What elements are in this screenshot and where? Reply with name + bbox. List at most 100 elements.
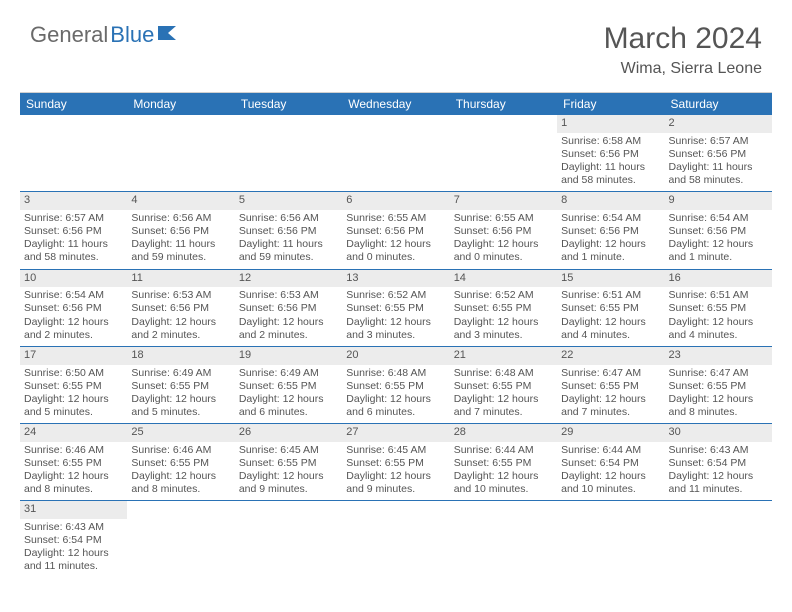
cell-body: Sunrise: 6:48 AMSunset: 6:55 PMDaylight:…	[450, 365, 557, 424]
sunrise-text: Sunrise: 6:48 AM	[346, 367, 445, 380]
title-block: March 2024 Wima, Sierra Leone	[604, 22, 762, 78]
week-row: 1Sunrise: 6:58 AMSunset: 6:56 PMDaylight…	[20, 115, 772, 192]
calendar-cell: 15Sunrise: 6:51 AMSunset: 6:55 PMDayligh…	[557, 270, 664, 346]
calendar-cell	[450, 115, 557, 191]
sunset-text: Sunset: 6:56 PM	[239, 225, 338, 238]
day-header: Thursday	[450, 93, 557, 115]
day-number: 18	[127, 347, 234, 365]
day-number: 21	[450, 347, 557, 365]
page-subtitle: Wima, Sierra Leone	[604, 60, 762, 78]
daylight-text: Daylight: 12 hours and 10 minutes.	[561, 470, 660, 496]
cell-body: Sunrise: 6:45 AMSunset: 6:55 PMDaylight:…	[235, 442, 342, 501]
cell-body: Sunrise: 6:55 AMSunset: 6:56 PMDaylight:…	[342, 210, 449, 269]
sunset-text: Sunset: 6:56 PM	[24, 302, 123, 315]
day-number: 27	[342, 424, 449, 442]
day-number: 2	[665, 115, 772, 133]
sunset-text: Sunset: 6:55 PM	[239, 380, 338, 393]
week-row: 24Sunrise: 6:46 AMSunset: 6:55 PMDayligh…	[20, 424, 772, 501]
calendar-cell: 31Sunrise: 6:43 AMSunset: 6:54 PMDayligh…	[20, 501, 127, 577]
calendar-cell: 8Sunrise: 6:54 AMSunset: 6:56 PMDaylight…	[557, 192, 664, 268]
page-title: March 2024	[604, 22, 762, 56]
cell-body: Sunrise: 6:57 AMSunset: 6:56 PMDaylight:…	[665, 133, 772, 192]
sunrise-text: Sunrise: 6:51 AM	[669, 289, 768, 302]
day-number: 20	[342, 347, 449, 365]
cell-body: Sunrise: 6:48 AMSunset: 6:55 PMDaylight:…	[342, 365, 449, 424]
page-header: General Blue March 2024 Wima, Sierra Leo…	[0, 0, 792, 86]
day-number: 5	[235, 192, 342, 210]
cell-body: Sunrise: 6:49 AMSunset: 6:55 PMDaylight:…	[127, 365, 234, 424]
calendar-cell: 3Sunrise: 6:57 AMSunset: 6:56 PMDaylight…	[20, 192, 127, 268]
sunrise-text: Sunrise: 6:45 AM	[346, 444, 445, 457]
cell-body: Sunrise: 6:52 AMSunset: 6:55 PMDaylight:…	[450, 287, 557, 346]
day-number: 15	[557, 270, 664, 288]
day-number: 4	[127, 192, 234, 210]
calendar-cell	[127, 501, 234, 577]
day-header: Monday	[127, 93, 234, 115]
sunset-text: Sunset: 6:55 PM	[561, 380, 660, 393]
cell-body: Sunrise: 6:43 AMSunset: 6:54 PMDaylight:…	[665, 442, 772, 501]
sunrise-text: Sunrise: 6:57 AM	[24, 212, 123, 225]
week-row: 31Sunrise: 6:43 AMSunset: 6:54 PMDayligh…	[20, 501, 772, 577]
sunset-text: Sunset: 6:55 PM	[24, 380, 123, 393]
daylight-text: Daylight: 11 hours and 58 minutes.	[561, 161, 660, 187]
cell-body: Sunrise: 6:53 AMSunset: 6:56 PMDaylight:…	[127, 287, 234, 346]
sunrise-text: Sunrise: 6:45 AM	[239, 444, 338, 457]
sunset-text: Sunset: 6:55 PM	[239, 457, 338, 470]
sunset-text: Sunset: 6:56 PM	[454, 225, 553, 238]
calendar-cell: 4Sunrise: 6:56 AMSunset: 6:56 PMDaylight…	[127, 192, 234, 268]
day-number: 10	[20, 270, 127, 288]
sunset-text: Sunset: 6:56 PM	[131, 302, 230, 315]
daylight-text: Daylight: 12 hours and 6 minutes.	[346, 393, 445, 419]
cell-body: Sunrise: 6:57 AMSunset: 6:56 PMDaylight:…	[20, 210, 127, 269]
sunset-text: Sunset: 6:55 PM	[454, 380, 553, 393]
sunrise-text: Sunrise: 6:44 AM	[454, 444, 553, 457]
cell-body: Sunrise: 6:50 AMSunset: 6:55 PMDaylight:…	[20, 365, 127, 424]
sunset-text: Sunset: 6:56 PM	[669, 148, 768, 161]
day-number: 17	[20, 347, 127, 365]
calendar-cell: 23Sunrise: 6:47 AMSunset: 6:55 PMDayligh…	[665, 347, 772, 423]
sunset-text: Sunset: 6:55 PM	[346, 380, 445, 393]
day-number: 24	[20, 424, 127, 442]
calendar-cell: 24Sunrise: 6:46 AMSunset: 6:55 PMDayligh…	[20, 424, 127, 500]
sunset-text: Sunset: 6:55 PM	[131, 457, 230, 470]
day-number: 7	[450, 192, 557, 210]
day-number: 3	[20, 192, 127, 210]
daylight-text: Daylight: 12 hours and 9 minutes.	[346, 470, 445, 496]
daylight-text: Daylight: 11 hours and 59 minutes.	[239, 238, 338, 264]
cell-body: Sunrise: 6:56 AMSunset: 6:56 PMDaylight:…	[235, 210, 342, 269]
calendar-cell: 2Sunrise: 6:57 AMSunset: 6:56 PMDaylight…	[665, 115, 772, 191]
day-number: 23	[665, 347, 772, 365]
cell-body: Sunrise: 6:54 AMSunset: 6:56 PMDaylight:…	[665, 210, 772, 269]
calendar-cell	[557, 501, 664, 577]
day-number: 8	[557, 192, 664, 210]
sunrise-text: Sunrise: 6:54 AM	[561, 212, 660, 225]
sunrise-text: Sunrise: 6:50 AM	[24, 367, 123, 380]
daylight-text: Daylight: 11 hours and 58 minutes.	[669, 161, 768, 187]
day-number: 16	[665, 270, 772, 288]
sunrise-text: Sunrise: 6:43 AM	[24, 521, 123, 534]
brand-part1: General	[30, 22, 108, 48]
day-number: 6	[342, 192, 449, 210]
brand-logo: General Blue	[30, 22, 178, 48]
sunrise-text: Sunrise: 6:47 AM	[561, 367, 660, 380]
daylight-text: Daylight: 12 hours and 0 minutes.	[454, 238, 553, 264]
sunrise-text: Sunrise: 6:52 AM	[346, 289, 445, 302]
sunset-text: Sunset: 6:55 PM	[131, 380, 230, 393]
flag-icon	[158, 24, 178, 40]
day-number: 9	[665, 192, 772, 210]
calendar-cell: 29Sunrise: 6:44 AMSunset: 6:54 PMDayligh…	[557, 424, 664, 500]
sunrise-text: Sunrise: 6:58 AM	[561, 135, 660, 148]
day-header: Tuesday	[235, 93, 342, 115]
day-number: 19	[235, 347, 342, 365]
cell-body: Sunrise: 6:52 AMSunset: 6:55 PMDaylight:…	[342, 287, 449, 346]
daylight-text: Daylight: 12 hours and 2 minutes.	[239, 316, 338, 342]
daylight-text: Daylight: 12 hours and 1 minute.	[669, 238, 768, 264]
sunset-text: Sunset: 6:55 PM	[561, 302, 660, 315]
sunrise-text: Sunrise: 6:44 AM	[561, 444, 660, 457]
sunset-text: Sunset: 6:54 PM	[561, 457, 660, 470]
sunset-text: Sunset: 6:55 PM	[346, 457, 445, 470]
cell-body: Sunrise: 6:54 AMSunset: 6:56 PMDaylight:…	[20, 287, 127, 346]
sunrise-text: Sunrise: 6:53 AM	[239, 289, 338, 302]
calendar-cell: 13Sunrise: 6:52 AMSunset: 6:55 PMDayligh…	[342, 270, 449, 346]
sunset-text: Sunset: 6:55 PM	[346, 302, 445, 315]
